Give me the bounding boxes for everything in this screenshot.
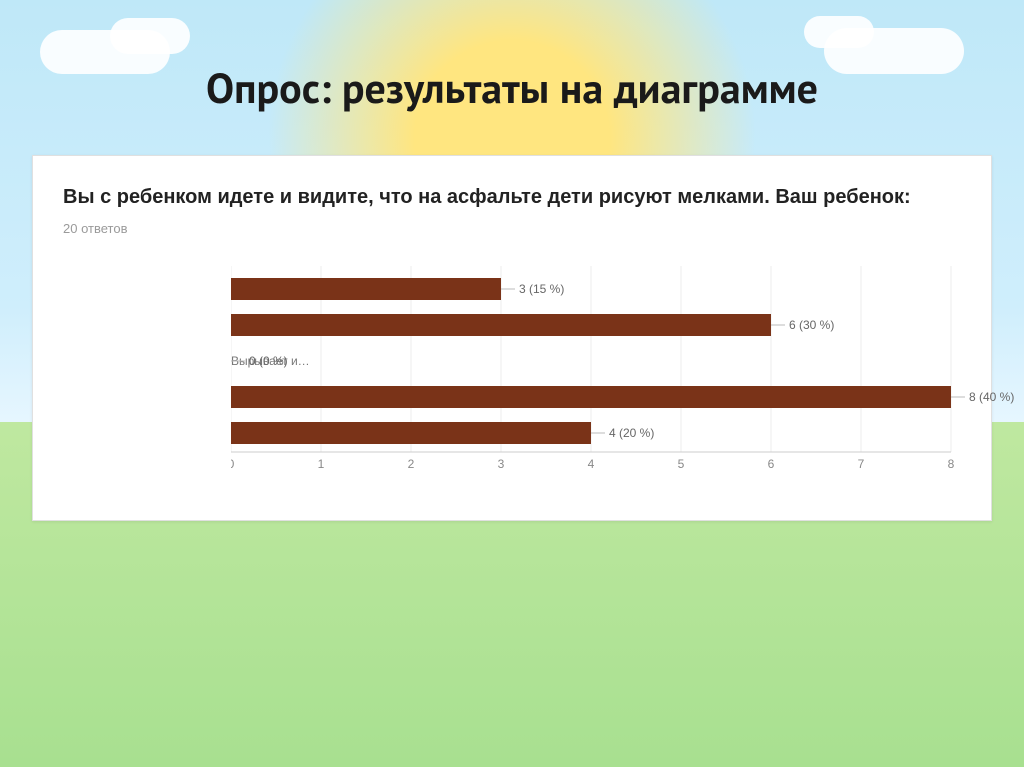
chart-grid: 0 1 2 3 4 5 6 7 8 [231, 266, 991, 496]
value-connector [591, 433, 605, 434]
chart-card: Вы с ребенком идете и видите, что на асф… [32, 155, 992, 521]
x-tick-label: 7 [858, 457, 865, 471]
page-title: Опрос: результаты на диаграмме [206, 60, 818, 115]
bar-value-label: 0 (0 %) [249, 354, 288, 368]
value-connector [951, 397, 965, 398]
x-tick-label: 4 [588, 457, 595, 471]
bar-value-label: 6 (30 %) [789, 318, 834, 332]
bar-value-label: 8 (40 %) [969, 390, 1014, 404]
bar [231, 314, 771, 336]
x-tick-label: 8 [948, 457, 955, 471]
responses-count: 20 ответов [63, 221, 961, 236]
x-tick-label: 3 [498, 457, 505, 471]
x-tick-label: 6 [768, 457, 775, 471]
value-connector [231, 361, 245, 362]
survey-question: Вы с ребенком идете и видите, что на асф… [63, 184, 943, 211]
bar [231, 278, 501, 300]
bar [231, 422, 591, 444]
x-tick-label: 5 [678, 457, 685, 471]
value-connector [771, 325, 785, 326]
bar-value-label: 3 (15 %) [519, 282, 564, 296]
slide: Опрос: результаты на диаграмме Вы с ребе… [0, 0, 1024, 767]
x-tick-label: 2 [408, 457, 415, 471]
bar-value-label: 4 (20 %) [609, 426, 654, 440]
bar-chart: 012345678Присоедин…3 (15 %)Тоже хочет…6 … [63, 266, 961, 496]
x-tick-label: 1 [318, 457, 325, 471]
bar [231, 386, 951, 408]
x-tick-label: 0 [231, 457, 235, 471]
value-connector [501, 289, 515, 290]
